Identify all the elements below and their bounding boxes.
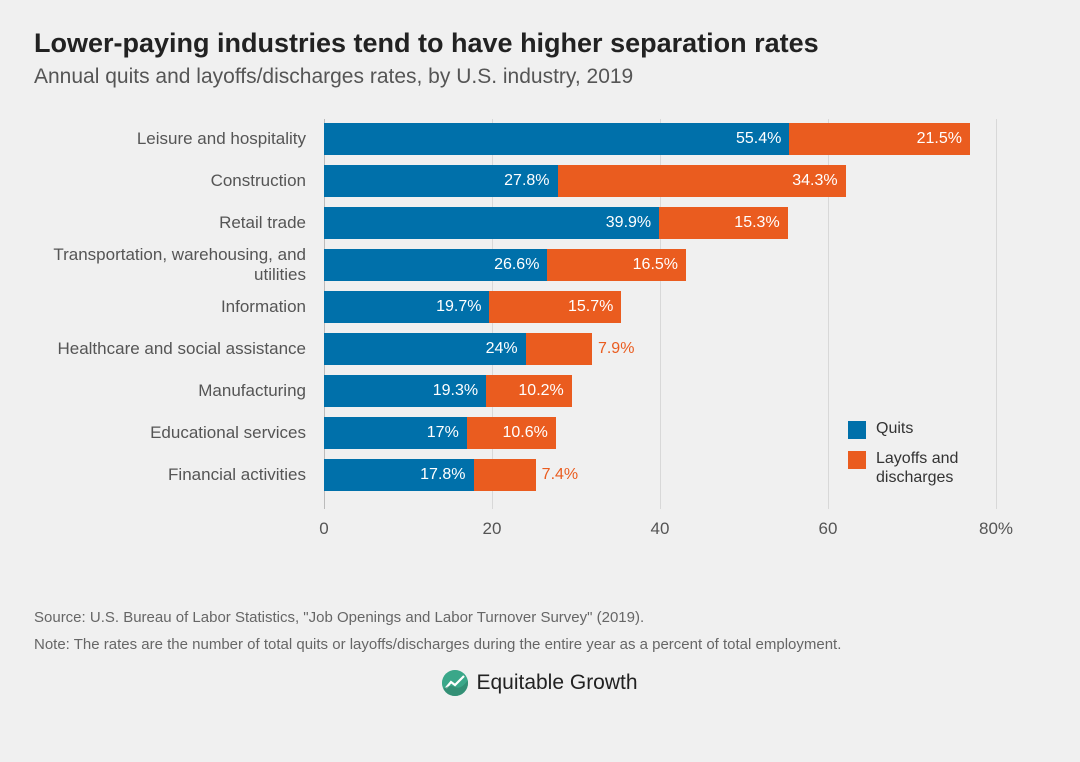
row-label: Manufacturing	[34, 381, 316, 401]
row-label: Educational services	[34, 423, 316, 443]
chart-container: Lower-paying industries tend to have hig…	[0, 0, 1080, 762]
bar-value-quits: 17%	[427, 424, 459, 442]
chart-title: Lower-paying industries tend to have hig…	[34, 28, 1046, 59]
bar-group: 26.6% 16.5%	[324, 249, 686, 281]
bar-value-layoffs: 7.9%	[592, 340, 634, 358]
bar-group: 24% 7.9%	[324, 333, 592, 365]
table-row: Leisure and hospitality 55.4% 21.5%	[34, 123, 1046, 155]
table-row: Construction 27.8% 34.3%	[34, 165, 1046, 197]
bar-layoffs: 16.5%	[547, 249, 686, 281]
bar-value-layoffs: 10.2%	[518, 382, 563, 400]
bar-quits: 19.7%	[324, 291, 489, 323]
bar-quits: 26.6%	[324, 249, 547, 281]
table-row: Healthcare and social assistance 24% 7.9%	[34, 333, 1046, 365]
bar-group: 17% 10.6%	[324, 417, 556, 449]
bar-quits: 19.3%	[324, 375, 486, 407]
bar-layoffs: 21.5%	[789, 123, 970, 155]
row-label: Financial activities	[34, 465, 316, 485]
x-tick-label: 80%	[979, 519, 1013, 539]
bar-value-quits: 19.7%	[436, 298, 481, 316]
x-tick-label: 20	[483, 519, 502, 539]
bar-value-layoffs: 10.6%	[502, 424, 547, 442]
bar-value-layoffs: 7.4%	[536, 466, 578, 484]
chart-subtitle: Annual quits and layoffs/discharges rate…	[34, 65, 1046, 89]
legend-swatch-quits	[848, 421, 866, 439]
table-row: Manufacturing 19.3% 10.2%	[34, 375, 1046, 407]
bar-quits: 39.9%	[324, 207, 659, 239]
legend-label-layoffs: Layoffs and discharges	[876, 449, 986, 487]
bar-quits: 55.4%	[324, 123, 789, 155]
bar-group: 19.3% 10.2%	[324, 375, 572, 407]
bar-value-layoffs: 34.3%	[792, 172, 837, 190]
bar-value-layoffs: 21.5%	[917, 130, 962, 148]
bar-value-quits: 39.9%	[606, 214, 651, 232]
bar-value-layoffs: 15.3%	[734, 214, 779, 232]
bar-layoffs: 34.3%	[558, 165, 846, 197]
row-label: Leisure and hospitality	[34, 129, 316, 149]
table-row: Transportation, warehousing, and utiliti…	[34, 249, 1046, 281]
bar-quits: 27.8%	[324, 165, 558, 197]
equitable-growth-icon	[442, 670, 468, 696]
bar-value-quits: 24%	[486, 340, 518, 358]
bar-layoffs: 7.9%	[526, 333, 592, 365]
bar-layoffs: 10.2%	[486, 375, 572, 407]
x-tick-label: 40	[651, 519, 670, 539]
legend: Quits Layoffs and discharges	[848, 419, 986, 497]
bar-quits: 17%	[324, 417, 467, 449]
x-tick-label: 60	[819, 519, 838, 539]
bar-value-quits: 17.8%	[420, 466, 465, 484]
legend-swatch-layoffs	[848, 451, 866, 469]
bar-group: 27.8% 34.3%	[324, 165, 846, 197]
bar-value-quits: 19.3%	[433, 382, 478, 400]
legend-label-quits: Quits	[876, 419, 913, 438]
bar-group: 39.9% 15.3%	[324, 207, 788, 239]
table-row: Information 19.7% 15.7%	[34, 291, 1046, 323]
source-text: Source: U.S. Bureau of Labor Statistics,…	[34, 607, 1046, 630]
logo-text: Equitable Growth	[476, 671, 637, 695]
bar-layoffs: 7.4%	[474, 459, 536, 491]
bar-value-quits: 26.6%	[494, 256, 539, 274]
bar-group: 55.4% 21.5%	[324, 123, 970, 155]
note-text: Note: The rates are the number of total …	[34, 634, 1046, 657]
chart-area: 0 20 40 60 80% Leisure and hospitality 55.4% 2…	[34, 119, 1046, 589]
bar-value-quits: 27.8%	[504, 172, 549, 190]
bar-value-layoffs: 16.5%	[633, 256, 678, 274]
bar-quits: 17.8%	[324, 459, 474, 491]
legend-item-layoffs: Layoffs and discharges	[848, 449, 986, 487]
bar-group: 19.7% 15.7%	[324, 291, 621, 323]
x-tick-label: 0	[319, 519, 328, 539]
legend-item-quits: Quits	[848, 419, 986, 439]
bar-group: 17.8% 7.4%	[324, 459, 536, 491]
row-label: Information	[34, 297, 316, 317]
bar-value-quits: 55.4%	[736, 130, 781, 148]
bar-layoffs: 10.6%	[467, 417, 556, 449]
bar-layoffs: 15.3%	[659, 207, 788, 239]
bar-layoffs: 15.7%	[489, 291, 621, 323]
logo: Equitable Growth	[34, 670, 1046, 696]
row-label: Construction	[34, 171, 316, 191]
bar-value-layoffs: 15.7%	[568, 298, 613, 316]
table-row: Retail trade 39.9% 15.3%	[34, 207, 1046, 239]
row-label: Retail trade	[34, 213, 316, 233]
row-label: Transportation, warehousing, and utiliti…	[34, 245, 316, 284]
bar-quits: 24%	[324, 333, 526, 365]
row-label: Healthcare and social assistance	[34, 339, 316, 359]
